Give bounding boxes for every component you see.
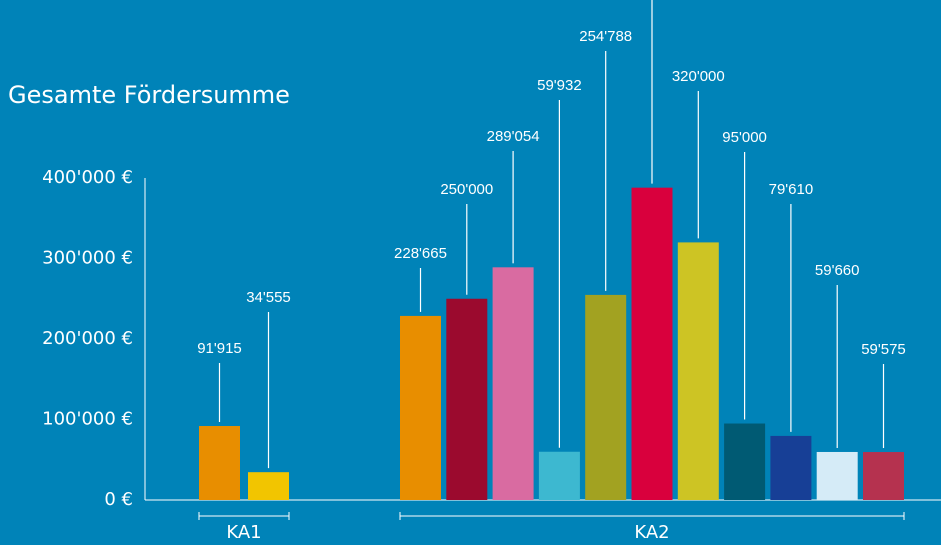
- group-label: KA1: [226, 522, 261, 543]
- value-label: 289'054: [487, 128, 540, 145]
- bar: [677, 242, 719, 500]
- value-label: 59'575: [861, 341, 906, 358]
- bar: [248, 472, 289, 500]
- bar: [585, 294, 627, 500]
- value-label: 34'555: [246, 289, 291, 306]
- bar: [446, 298, 488, 500]
- value-label: 254'788: [579, 28, 632, 45]
- y-tick-label: 300'000 €: [42, 248, 133, 269]
- bar: [199, 426, 240, 500]
- value-label: 59'660: [815, 262, 860, 279]
- bar: [492, 267, 534, 500]
- value-label: 228'665: [394, 245, 447, 262]
- bar: [538, 451, 580, 500]
- value-label: 59'932: [537, 77, 582, 94]
- bar: [631, 187, 673, 500]
- y-tick-label: 200'000 €: [42, 328, 133, 349]
- bar: [724, 423, 766, 500]
- value-label: 320'000: [672, 68, 725, 85]
- y-tick-label: 400'000 €: [42, 167, 133, 188]
- y-tick-label: 100'000 €: [42, 409, 133, 430]
- value-label: 250'000: [440, 181, 493, 198]
- group-label: KA2: [634, 522, 669, 543]
- bar: [400, 315, 441, 500]
- value-label: 91'915: [197, 340, 242, 357]
- value-label: 79'610: [769, 181, 814, 198]
- bar: [816, 451, 858, 500]
- chart-title: Gesamte Fördersumme: [8, 81, 290, 109]
- bar: [863, 452, 904, 500]
- bar: [770, 435, 812, 500]
- y-tick-label: 0 €: [104, 489, 133, 510]
- value-label: 95'000: [722, 129, 767, 146]
